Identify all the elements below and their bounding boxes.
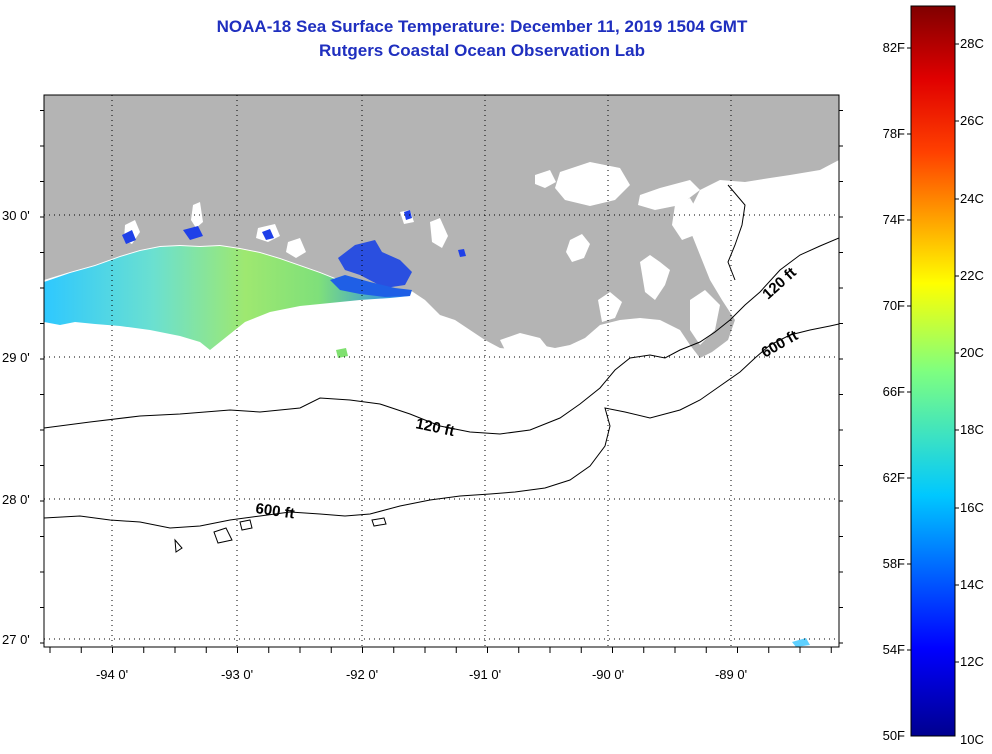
lon-label: -90 0' <box>592 667 624 682</box>
grand-lake <box>286 238 306 258</box>
colorbar-f-label: 62F <box>883 470 905 485</box>
lon-label: -89 0' <box>715 667 747 682</box>
lake-pontchartrain <box>555 162 630 206</box>
colorbar-c-label: 14C <box>960 577 984 592</box>
lon-label: -92 0' <box>346 667 378 682</box>
graticule <box>40 95 843 653</box>
calcasieu-lake <box>191 202 203 228</box>
lat-label: 28 0' <box>2 492 30 507</box>
longitude-labels: -94 0' -93 0' -92 0' -91 0' -90 0' -89 0' <box>96 667 747 682</box>
colorbar-f-label: 54F <box>883 642 905 657</box>
colorbar-f-label: 82F <box>883 40 905 55</box>
map-panel <box>43 94 840 648</box>
colorbar-c-label: 10C <box>960 732 984 747</box>
colorbar-f-label: 70F <box>883 298 905 313</box>
lon-label: -91 0' <box>469 667 501 682</box>
isobath-120-line <box>44 237 839 435</box>
lake-borgne <box>638 180 700 210</box>
isobath-600-label: 600 ft <box>254 500 295 522</box>
colorbar-ticks <box>907 43 959 663</box>
map-subtitle: Rutgers Coastal Ocean Observation Lab <box>319 41 645 60</box>
colorbar-c-label: 16C <box>960 500 984 515</box>
latitude-labels: 30 0' 29 0' 28 0' 27 0' <box>2 208 30 647</box>
colorbar-celsius-labels: 28C 26C 24C 22C 20C 18C 16C 14C 12C 10C <box>960 36 984 747</box>
colorbar: 82F 78F 74F 70F 66F 62F 58F 54F 50F 28C 26C 24C 22C… <box>883 5 984 747</box>
bayou-lake <box>430 218 448 248</box>
colorbar-c-label: 22C <box>960 268 984 283</box>
colorbar-c-label: 24C <box>960 191 984 206</box>
lake-maurepas <box>535 170 556 188</box>
colorbar-c-label: 26C <box>960 113 984 128</box>
atchafalaya-bay <box>338 240 412 288</box>
colorbar-f-label: 66F <box>883 384 905 399</box>
colorbar-c-label: 28C <box>960 36 984 51</box>
lat-label: 27 0' <box>2 632 30 647</box>
colorbar-c-label: 20C <box>960 345 984 360</box>
map-title: NOAA-18 Sea Surface Temperature: Decembe… <box>216 17 748 36</box>
colorbar-scale <box>910 5 956 737</box>
colorbar-f-label: 50F <box>883 728 905 743</box>
lat-label: 30 0' <box>2 208 30 223</box>
colorbar-f-label: 74F <box>883 212 905 227</box>
lat-label: 29 0' <box>2 350 30 365</box>
lon-label: -94 0' <box>96 667 128 682</box>
lake-salvador <box>566 234 590 262</box>
colorbar-c-label: 12C <box>960 654 984 669</box>
colorbar-f-label: 78F <box>883 126 905 141</box>
colorbar-fahrenheit-labels: 82F 78F 74F 70F 66F 62F 58F 54F 50F <box>883 40 905 743</box>
colorbar-c-label: 18C <box>960 422 984 437</box>
sst-data-patch <box>44 246 410 350</box>
isobath-600-line <box>44 323 839 529</box>
lon-label: -93 0' <box>221 667 253 682</box>
colorbar-f-label: 58F <box>883 556 905 571</box>
